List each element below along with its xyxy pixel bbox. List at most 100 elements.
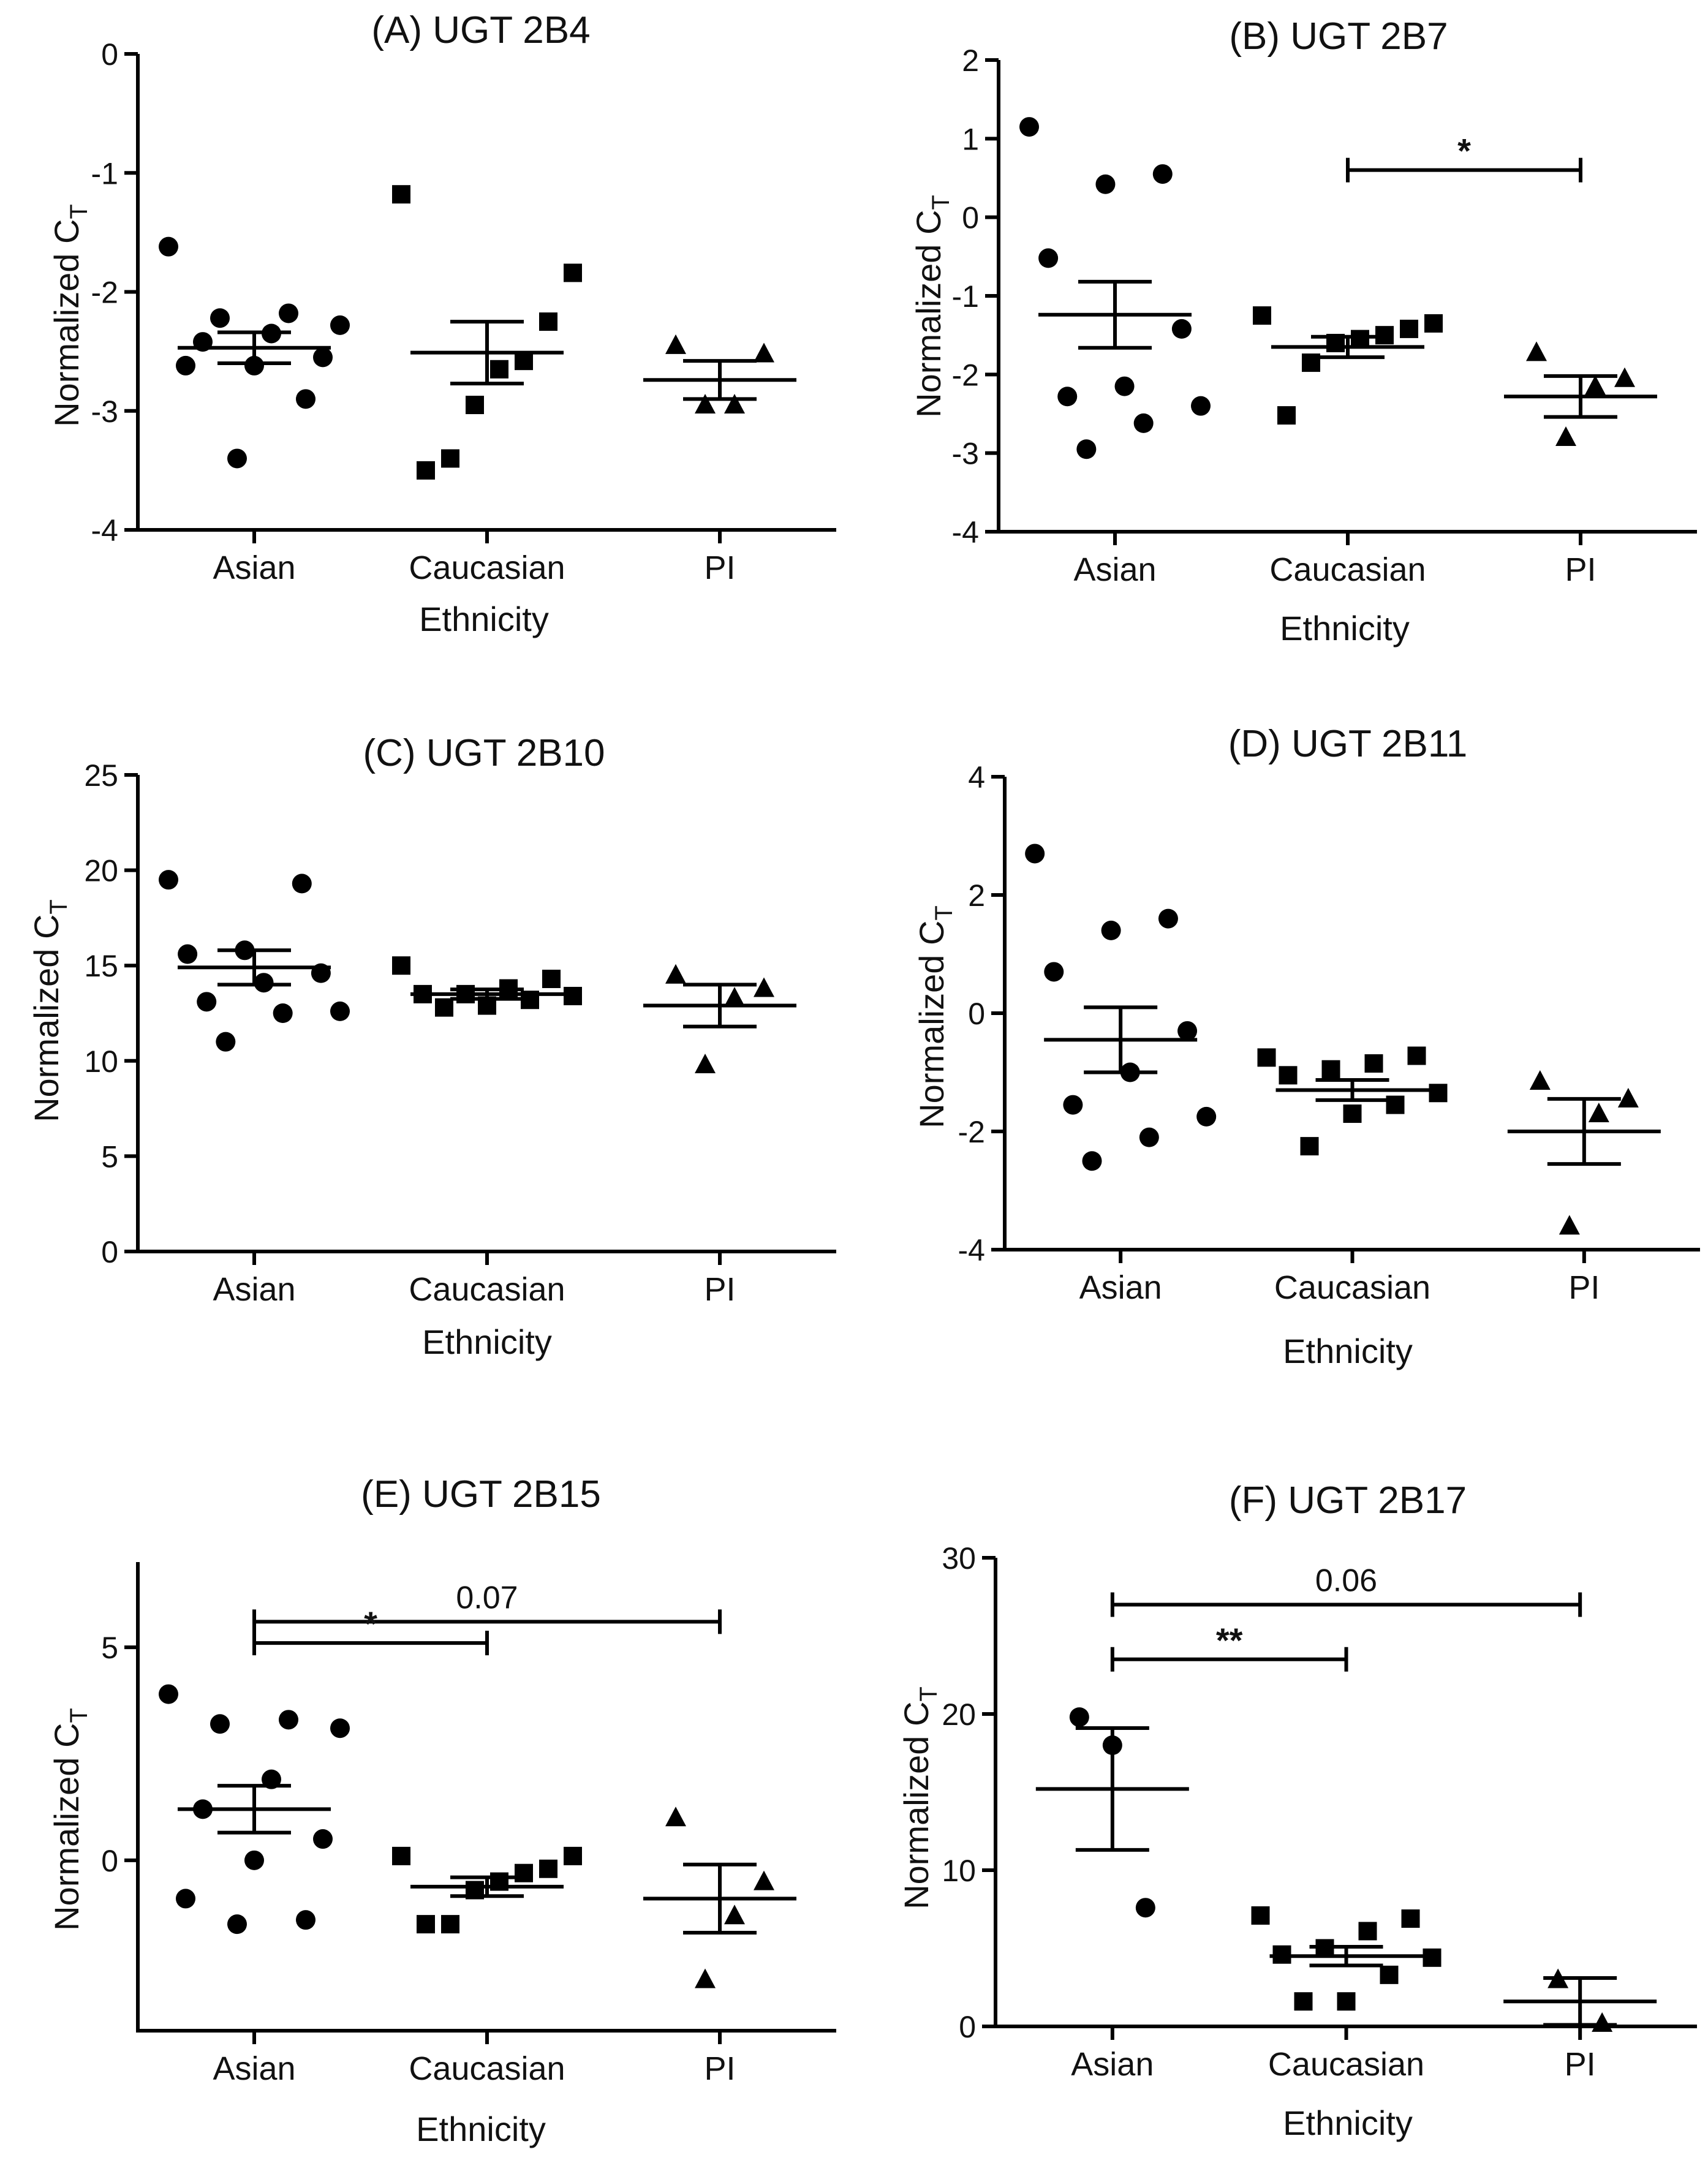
- data-point-caucasian: [466, 396, 484, 415]
- data-point-pi: [1555, 426, 1576, 446]
- data-point-caucasian: [542, 969, 561, 988]
- data-point-asian: [1069, 1707, 1089, 1727]
- y-tick-label: 0: [962, 201, 979, 235]
- data-point-pi: [695, 394, 716, 414]
- data-point-asian: [210, 308, 230, 328]
- data-point-asian: [1158, 908, 1178, 929]
- y-tick-label: 30: [942, 1541, 976, 1576]
- panel-a-ylabel-sub: T: [66, 204, 93, 219]
- data-point-pi: [1585, 375, 1606, 395]
- panel-c-ylabel-sub: T: [45, 899, 72, 914]
- data-point-asian: [292, 874, 312, 894]
- y-tick-label: 0: [101, 37, 118, 72]
- data-point-caucasian: [1343, 1104, 1362, 1123]
- data-point-pi: [724, 394, 745, 414]
- data-point-asian: [159, 236, 178, 257]
- panel-f-plot: 30 20 10 0 Asian Caucasian PI 0.06 **: [942, 1541, 1697, 2083]
- data-point-pi: [754, 977, 774, 997]
- data-point-asian: [1038, 248, 1059, 268]
- data-point-asian: [227, 1914, 247, 1935]
- data-point-asian: [176, 1889, 195, 1909]
- panel-a-plot: 0 -1 -2 -3 -4 Asian Caucasian PI: [91, 37, 836, 586]
- y-tick-label: 25: [84, 758, 118, 793]
- data-point-caucasian: [1400, 319, 1418, 338]
- data-point-pi: [665, 1806, 686, 1827]
- y-tick-label: -2: [91, 276, 118, 310]
- data-point-pi: [754, 342, 774, 363]
- data-point-caucasian: [515, 352, 533, 371]
- y-tick-label: 20: [84, 854, 118, 888]
- data-point-pi: [724, 987, 745, 1007]
- data-point-asian: [159, 1684, 178, 1704]
- y-tick-label: -2: [958, 1115, 985, 1149]
- data-point-asian: [296, 389, 316, 409]
- data-point-asian: [313, 1829, 333, 1849]
- panel-d-ylabel-sub: T: [931, 905, 958, 920]
- data-point-caucasian: [392, 956, 410, 975]
- data-point-caucasian: [1423, 1948, 1442, 1967]
- data-point-caucasian: [1300, 1137, 1319, 1156]
- significance-asian-pi-label: 0.06: [1315, 1563, 1377, 1599]
- data-point-asian: [1076, 439, 1097, 459]
- x-tick-label-pi: PI: [1568, 1269, 1600, 1306]
- panel-a: (A) UGT 2B4 Normalized CT Ethnicity 0 -1 -…: [47, 9, 836, 638]
- significance-asian-caucasian-label: **: [1216, 1621, 1243, 1659]
- data-point-asian: [178, 944, 198, 964]
- data-point-asian: [330, 1718, 350, 1738]
- data-point-caucasian: [1279, 1066, 1298, 1085]
- data-point-caucasian: [1358, 1922, 1377, 1941]
- y-tick-label: 10: [942, 1854, 976, 1888]
- data-point-asian: [1082, 1151, 1102, 1171]
- y-tick-label: 4: [968, 760, 985, 795]
- panel-b-plot: 2 1 0 -1 -2 -3 -4 Asian Caucasian PI *: [952, 43, 1697, 588]
- data-point-caucasian: [392, 185, 410, 204]
- panel-b: (B) UGT 2B7 Normalized CT Ethnicity 2 1 0 -…: [909, 15, 1697, 647]
- data-point-caucasian: [1424, 314, 1443, 333]
- data-point-caucasian: [441, 449, 459, 468]
- significance-caucasian-pi-label: *: [1457, 132, 1471, 170]
- data-point-caucasian: [515, 1863, 533, 1882]
- data-point-pi: [724, 1905, 745, 1925]
- panel-b-xlabel: Ethnicity: [1280, 609, 1410, 647]
- data-point-pi: [1614, 367, 1635, 387]
- data-point-pi: [754, 1870, 774, 1890]
- y-tick-label: 1: [962, 122, 979, 156]
- y-tick-label: 0: [968, 997, 985, 1031]
- data-point-caucasian: [564, 986, 582, 1005]
- x-tick-label-asian: Asian: [213, 2050, 295, 2087]
- x-tick-label-caucasian: Caucasian: [409, 549, 565, 586]
- panel-f-title: (F) UGT 2B17: [1229, 1479, 1467, 1522]
- data-point-caucasian: [564, 1846, 582, 1865]
- data-point-pi: [665, 334, 686, 354]
- panel-f: (F) UGT 2B17 Normalized CT Ethnicity 30 2…: [897, 1479, 1697, 2142]
- y-tick-label: 20: [942, 1697, 976, 1732]
- data-point-asian: [296, 1910, 316, 1930]
- data-point-caucasian: [392, 1846, 410, 1865]
- x-tick-label-caucasian: Caucasian: [1274, 1269, 1430, 1306]
- panel-a-title: (A) UGT 2B4: [371, 9, 590, 51]
- x-tick-label-pi: PI: [704, 2050, 735, 2087]
- data-point-caucasian: [1321, 1060, 1340, 1079]
- data-point-caucasian: [564, 263, 582, 282]
- panel-e-xlabel: Ethnicity: [416, 2110, 546, 2148]
- data-point-pi: [1526, 341, 1547, 361]
- x-tick-label-asian: Asian: [1079, 1269, 1162, 1306]
- data-point-pi: [1529, 1070, 1551, 1090]
- panel-d-plot: 4 2 0 -2 -4 Asian Caucasian PI: [958, 760, 1700, 1306]
- data-point-asian: [1196, 1106, 1217, 1127]
- y-tick-label: 2: [962, 43, 979, 78]
- data-point-pi: [695, 1968, 716, 1988]
- data-point-caucasian: [1251, 1906, 1270, 1925]
- panel-d-xlabel: Ethnicity: [1283, 1332, 1413, 1370]
- x-tick-label-caucasian: Caucasian: [1269, 551, 1426, 588]
- panel-f-ylabel: Normalized CT: [897, 1686, 942, 1909]
- data-point-caucasian: [441, 1915, 459, 1934]
- data-point-pi: [1592, 2012, 1613, 2032]
- data-point-caucasian: [1380, 1965, 1399, 1984]
- panel-c-title: (C) UGT 2B10: [363, 732, 605, 774]
- panel-c-plot: 25 20 15 10 5 0 Asian Caucasian PI: [84, 758, 836, 1308]
- significance-asian-caucasian-label: *: [364, 1604, 377, 1643]
- y-tick-label: -4: [91, 513, 118, 548]
- x-tick-label-pi: PI: [704, 1271, 735, 1308]
- panel-b-ylabel: Normalized CT: [909, 195, 954, 418]
